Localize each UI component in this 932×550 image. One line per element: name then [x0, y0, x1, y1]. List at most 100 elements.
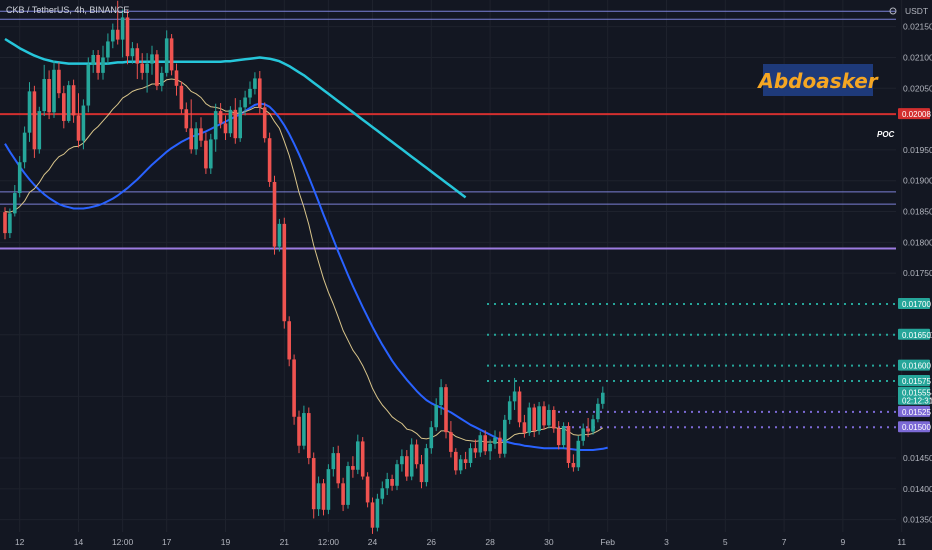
candle[interactable] — [601, 386, 605, 409]
candle[interactable] — [248, 81, 252, 105]
candle[interactable] — [439, 379, 443, 415]
candle[interactable] — [150, 45, 154, 75]
candle[interactable] — [316, 476, 321, 516]
candle[interactable] — [42, 64, 46, 117]
candle[interactable] — [120, 9, 125, 58]
candle[interactable] — [458, 454, 463, 475]
candle[interactable] — [498, 431, 502, 459]
candle[interactable] — [346, 461, 350, 509]
candle[interactable] — [262, 102, 267, 143]
candle[interactable] — [351, 456, 355, 478]
candle[interactable] — [52, 60, 56, 118]
candle[interactable] — [194, 122, 198, 155]
candle[interactable] — [468, 443, 473, 468]
candle[interactable] — [542, 401, 546, 430]
candle[interactable] — [140, 53, 144, 80]
candle[interactable] — [537, 401, 541, 435]
candle[interactable] — [405, 450, 409, 481]
candle[interactable] — [115, 0, 120, 45]
candle[interactable] — [292, 354, 296, 425]
candle[interactable] — [507, 395, 512, 425]
candle[interactable] — [400, 449, 404, 472]
candle[interactable] — [106, 33, 110, 65]
candle[interactable] — [483, 430, 487, 455]
candle[interactable] — [125, 10, 130, 65]
candle[interactable] — [27, 82, 32, 142]
candle[interactable] — [503, 414, 507, 458]
candle[interactable] — [297, 410, 301, 454]
candle[interactable] — [135, 43, 140, 80]
candle[interactable] — [409, 438, 414, 481]
candle[interactable] — [3, 207, 7, 240]
candle[interactable] — [576, 435, 581, 471]
candle[interactable] — [454, 448, 458, 475]
candle[interactable] — [547, 404, 551, 429]
candle[interactable] — [8, 208, 12, 239]
candle[interactable] — [155, 50, 159, 91]
candle[interactable] — [336, 445, 340, 489]
candle[interactable] — [321, 479, 326, 516]
candle[interactable] — [66, 80, 71, 123]
candle[interactable] — [189, 99, 193, 154]
candle[interactable] — [385, 472, 389, 496]
candle[interactable] — [13, 185, 17, 217]
candle[interactable] — [527, 402, 532, 436]
candle[interactable] — [130, 42, 135, 64]
candle[interactable] — [365, 472, 370, 508]
candle[interactable] — [199, 117, 203, 147]
candle[interactable] — [37, 106, 42, 154]
candle[interactable] — [218, 103, 223, 129]
candle[interactable] — [47, 70, 51, 120]
ema-slow-line[interactable] — [4, 37, 467, 199]
candle[interactable] — [243, 90, 247, 116]
candle[interactable] — [449, 421, 453, 458]
candle[interactable] — [272, 175, 277, 255]
candle[interactable] — [581, 423, 585, 446]
candle[interactable] — [86, 57, 91, 113]
candle[interactable] — [169, 34, 174, 76]
candle[interactable] — [17, 156, 22, 198]
candle[interactable] — [111, 23, 115, 49]
candle[interactable] — [238, 99, 242, 142]
candle[interactable] — [233, 98, 238, 144]
candle[interactable] — [91, 50, 95, 73]
candle[interactable] — [424, 443, 429, 487]
candle[interactable] — [561, 422, 566, 449]
candle[interactable] — [429, 421, 434, 454]
candle[interactable] — [380, 481, 385, 505]
candle[interactable] — [96, 50, 100, 80]
candle[interactable] — [532, 403, 536, 438]
candle[interactable] — [145, 53, 149, 93]
candle[interactable] — [512, 377, 517, 410]
candle[interactable] — [478, 431, 483, 457]
candle[interactable] — [204, 132, 208, 174]
candle[interactable] — [331, 446, 336, 477]
candle[interactable] — [253, 72, 257, 95]
candle[interactable] — [556, 421, 561, 450]
candle[interactable] — [164, 30, 169, 77]
candle[interactable] — [488, 439, 492, 460]
candle[interactable] — [62, 85, 66, 129]
candle[interactable] — [258, 71, 262, 114]
candle[interactable] — [174, 63, 179, 96]
candle[interactable] — [591, 414, 595, 435]
candle[interactable] — [209, 133, 213, 174]
candle[interactable] — [375, 493, 380, 532]
candle[interactable] — [552, 406, 556, 433]
candle[interactable] — [370, 497, 375, 534]
candle[interactable] — [179, 81, 184, 114]
price-axis-settings-icon[interactable] — [889, 7, 897, 15]
candle[interactable] — [101, 45, 105, 80]
candle[interactable] — [522, 414, 527, 438]
candle[interactable] — [326, 464, 331, 515]
candle[interactable] — [307, 407, 311, 465]
candle[interactable] — [22, 126, 27, 169]
candle[interactable] — [571, 454, 576, 472]
candle[interactable] — [213, 103, 218, 152]
candle[interactable] — [311, 452, 316, 519]
candle[interactable] — [444, 384, 448, 439]
candle[interactable] — [419, 454, 424, 489]
candle[interactable] — [586, 417, 590, 438]
